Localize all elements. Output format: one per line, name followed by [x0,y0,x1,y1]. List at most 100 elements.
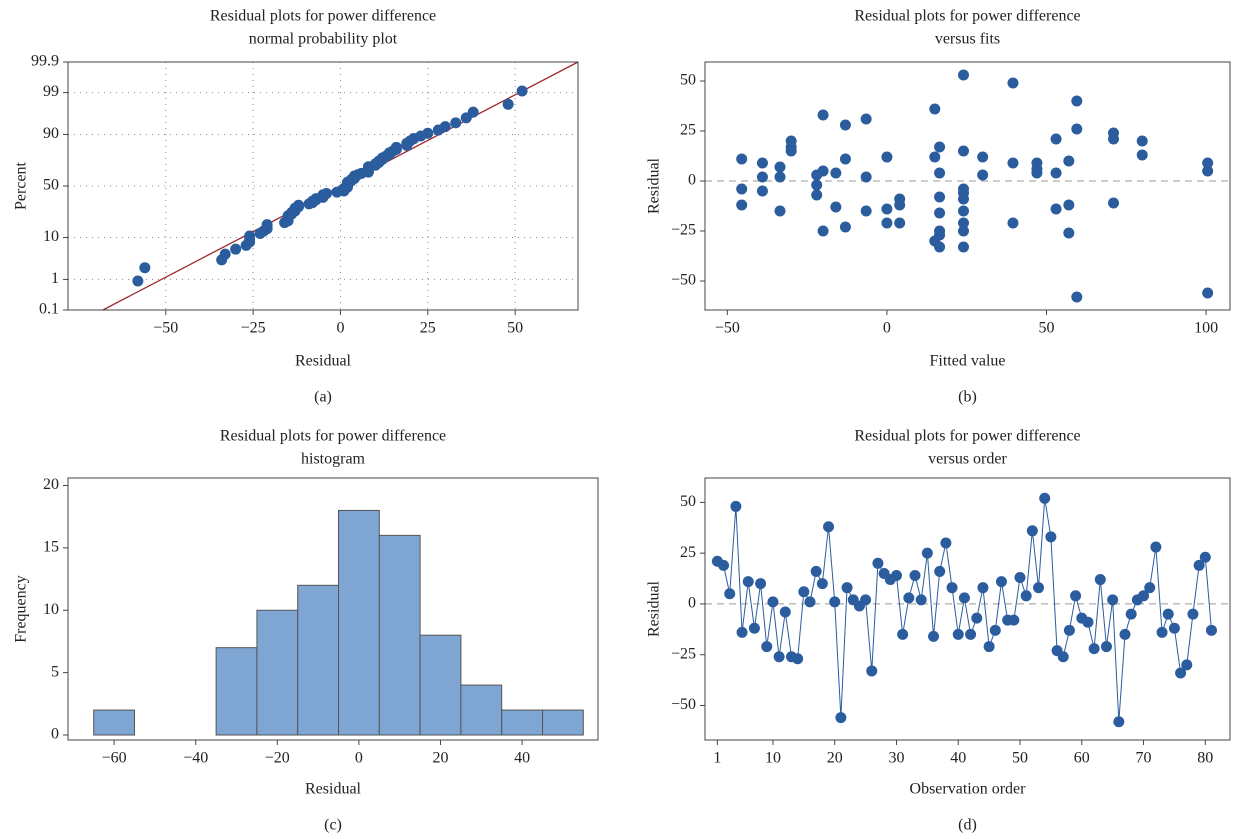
x-tick-label: 60 [1074,750,1090,767]
bar [378,534,421,736]
point [736,199,748,211]
point [1033,582,1045,594]
point [1108,133,1120,145]
point [817,225,829,237]
point [132,275,144,287]
y-tick-label: 0 [51,726,59,743]
y-tick-label: 5 [51,663,59,680]
point [804,596,816,608]
point [897,628,909,640]
plot-frame [67,61,579,311]
point [516,85,528,97]
bar [256,609,299,736]
point [823,521,835,533]
point [1168,622,1180,634]
y-axis-label: Residual [646,580,663,637]
y-tick-label: 10 [43,601,59,618]
x-tick-label: 50 [1038,320,1054,337]
point [761,641,773,653]
point [422,127,434,139]
x-tick-label: 30 [888,750,904,767]
point [817,165,829,177]
x-axis-label: Observation order [910,781,1027,798]
point [946,582,958,594]
point [450,117,462,129]
bar [419,634,462,736]
y-tick-label: 0 [688,172,696,189]
point [1063,227,1075,239]
y-tick-label: −25 [671,222,696,239]
y-tick-label: 25 [680,544,696,561]
point [934,565,946,577]
point [1119,628,1131,640]
x-tick-label: 0 [355,750,363,767]
bar [93,709,136,736]
point [894,199,906,211]
point [958,592,970,604]
x-tick-label: −60 [102,750,127,767]
point [835,712,847,724]
point [1045,531,1057,543]
point [219,248,231,260]
x-tick-label: 70 [1136,750,1152,767]
point [958,193,970,205]
point [1162,608,1174,620]
point [1136,149,1148,161]
point [1082,616,1094,628]
x-tick-label: 1 [713,750,721,767]
point [811,189,823,201]
caption: (b) [958,389,977,406]
y-tick-label: −25 [671,645,696,662]
point [139,262,151,274]
point [1094,574,1106,586]
point [989,624,1001,636]
point [1007,157,1019,169]
point [1175,667,1187,679]
point [958,145,970,157]
point [439,121,451,133]
point [839,221,851,233]
point [1039,492,1051,504]
point [934,167,946,179]
x-tick-label: −40 [183,750,208,767]
series-line [717,498,1212,722]
point [958,217,970,229]
x-tick-label: 20 [433,750,449,767]
point [965,628,977,640]
point [1071,123,1083,135]
y-tick-label: −50 [671,272,696,289]
point [736,626,748,638]
point [995,576,1007,588]
point [320,187,332,199]
point [958,241,970,253]
point [390,141,402,153]
x-tick-label: 40 [514,750,530,767]
point [724,588,736,600]
bar [338,509,380,736]
y-tick-label: 10 [43,228,59,245]
point [958,69,970,81]
point [779,606,791,618]
x-tick-label: −20 [265,750,290,767]
x-tick-label: 50 [1012,750,1028,767]
point [952,628,964,640]
bar [460,684,503,736]
point [1057,651,1069,663]
point [971,612,983,624]
y-tick-label: 99 [43,83,59,100]
point [467,106,479,118]
x-tick-label: 100 [1194,320,1218,337]
chart-title: Residual plots for power difference [210,8,436,25]
x-tick-label: 20 [827,750,843,767]
point [839,119,851,131]
y-axis-label: Frequency [13,575,30,643]
x-axis-label: Residual [295,353,352,370]
chart-subtitle: normal probability plot [249,31,398,48]
point [1020,590,1032,602]
x-tick-label: 10 [765,750,781,767]
plot-frame [704,61,1231,311]
point [1205,624,1217,636]
point [881,203,893,215]
point [1088,643,1100,655]
point [921,547,933,559]
